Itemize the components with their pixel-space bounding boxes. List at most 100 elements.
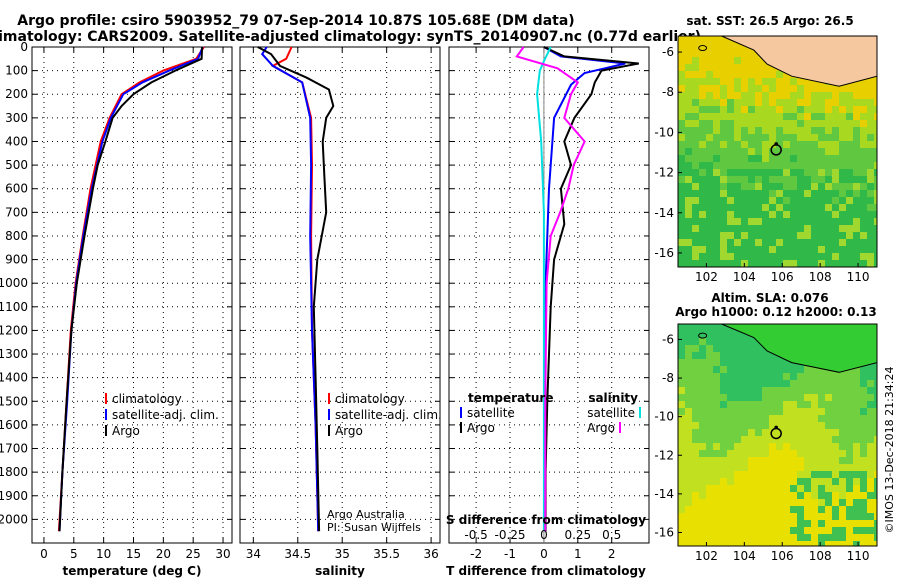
sla-map-cell bbox=[769, 373, 776, 380]
sst-map-cell bbox=[678, 36, 685, 43]
sst-map-cell bbox=[678, 148, 685, 155]
sst-map-cell bbox=[839, 85, 846, 92]
sst-map-cell bbox=[720, 120, 727, 127]
sst-map-cell bbox=[818, 211, 825, 218]
sst-map-cell bbox=[811, 246, 818, 253]
sla-map-cell bbox=[720, 387, 727, 394]
sst-map-cell bbox=[860, 78, 867, 85]
sla-map-cell bbox=[860, 387, 867, 394]
sst-map-cell bbox=[874, 141, 877, 148]
sst-map-cell bbox=[839, 190, 846, 197]
sst-map-cell bbox=[825, 99, 832, 106]
sst-map-cell bbox=[692, 211, 699, 218]
sla-map-cell bbox=[839, 478, 846, 485]
sla-map-cell bbox=[783, 464, 790, 471]
sst-map-cell bbox=[727, 43, 734, 50]
sla-map-cell bbox=[755, 394, 762, 401]
sla-map-cell bbox=[755, 366, 762, 373]
sst-map-cell bbox=[790, 176, 797, 183]
sla-map-cell bbox=[769, 380, 776, 387]
sst-map-cell bbox=[727, 134, 734, 141]
sst-map-cell bbox=[797, 127, 804, 134]
sla-map-cell bbox=[755, 401, 762, 408]
sst-map-cell bbox=[748, 78, 755, 85]
sla-map-cell bbox=[685, 478, 692, 485]
sla-map-cell bbox=[741, 345, 748, 352]
sla-map-cell bbox=[685, 401, 692, 408]
sla-map-cell bbox=[839, 492, 846, 499]
depth-tick-label: 1900 bbox=[0, 489, 28, 503]
sst-map-cell bbox=[699, 218, 706, 225]
sst-map-cell bbox=[741, 127, 748, 134]
sla-map-cell bbox=[853, 492, 860, 499]
sla-map-cell bbox=[692, 443, 699, 450]
sst-map-cell bbox=[706, 239, 713, 246]
sla-map-cell bbox=[734, 464, 741, 471]
sla-map-cell bbox=[720, 478, 727, 485]
sst-map-cell bbox=[853, 120, 860, 127]
sst-map-cell bbox=[685, 232, 692, 239]
sla-map-cell bbox=[832, 387, 839, 394]
sst-map-cell bbox=[734, 190, 741, 197]
sst-map-cell bbox=[783, 190, 790, 197]
sla-map-cell bbox=[825, 373, 832, 380]
sla-map-cell bbox=[748, 415, 755, 422]
sst-map-cell bbox=[790, 85, 797, 92]
sla-map-cell bbox=[846, 436, 853, 443]
sst-map-cell bbox=[692, 106, 699, 113]
sla-map-cell bbox=[769, 401, 776, 408]
sla-map-cell bbox=[790, 464, 797, 471]
sla-map-ytick-label: -10 bbox=[654, 410, 674, 424]
sst-map-cell bbox=[874, 148, 877, 155]
sst-map-cell bbox=[825, 190, 832, 197]
sst-map-cell bbox=[825, 85, 832, 92]
sst-map-cell bbox=[811, 92, 818, 99]
sla-map-cell bbox=[832, 541, 839, 546]
sst-map-cell bbox=[734, 113, 741, 120]
sst-map-ytick-label: -8 bbox=[662, 85, 674, 99]
sst-map-cell bbox=[720, 148, 727, 155]
sst-map-cell bbox=[839, 169, 846, 176]
sla-map-cell bbox=[790, 366, 797, 373]
sst-map-cell bbox=[790, 204, 797, 211]
sst-map-cell bbox=[769, 176, 776, 183]
sla-map-cell bbox=[867, 415, 874, 422]
sst-map-cell bbox=[797, 239, 804, 246]
sst-map-cell bbox=[713, 218, 720, 225]
sla-map-cell bbox=[874, 408, 877, 415]
sst-map-cell bbox=[776, 155, 783, 162]
sla-map-cell bbox=[706, 464, 713, 471]
sst-map-cell bbox=[706, 176, 713, 183]
sst-map-cell bbox=[762, 253, 769, 260]
sst-map-cell bbox=[811, 148, 818, 155]
sst-map-cell bbox=[825, 232, 832, 239]
sla-map-cell bbox=[867, 429, 874, 436]
sla-map-cell bbox=[720, 394, 727, 401]
sla-map-cell bbox=[804, 485, 811, 492]
sst-map-cell bbox=[727, 253, 734, 260]
sla-map-cell bbox=[776, 492, 783, 499]
sst-map-cell bbox=[832, 155, 839, 162]
diff-series-t-argo bbox=[543, 46, 639, 532]
sst-map-cell bbox=[720, 99, 727, 106]
sst-map-cell bbox=[741, 218, 748, 225]
sla-map-cell bbox=[699, 492, 706, 499]
sla-map-cell bbox=[867, 394, 874, 401]
sst-map-cell bbox=[797, 85, 804, 92]
sst-map-cell bbox=[706, 148, 713, 155]
sla-map-cell bbox=[867, 520, 874, 527]
sst-map-cell bbox=[713, 183, 720, 190]
sla-map-cell bbox=[678, 499, 685, 506]
sst-map-cell bbox=[692, 127, 699, 134]
sla-map-cell bbox=[867, 443, 874, 450]
sla-map-cell bbox=[797, 471, 804, 478]
sst-map-cell bbox=[678, 50, 685, 57]
sst-map-cell bbox=[692, 148, 699, 155]
sst-map-cell bbox=[811, 113, 818, 120]
sla-map-cell bbox=[713, 499, 720, 506]
sst-map-cell bbox=[706, 92, 713, 99]
sla-map-cell bbox=[713, 359, 720, 366]
sla-map-cell bbox=[776, 359, 783, 366]
sla-map-cell bbox=[839, 387, 846, 394]
sla-map-cell bbox=[818, 373, 825, 380]
